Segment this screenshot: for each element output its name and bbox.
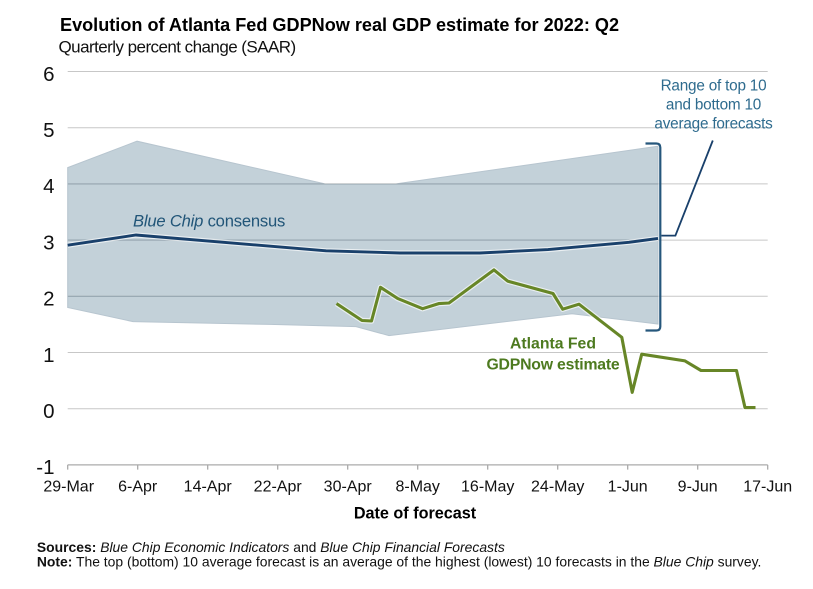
svg-text:2: 2 <box>43 288 54 311</box>
svg-text:1-Jun: 1-Jun <box>608 478 648 495</box>
svg-text:6: 6 <box>43 63 54 86</box>
svg-text:6-Apr: 6-Apr <box>118 478 158 495</box>
svg-text:Range of top 10: Range of top 10 <box>661 78 767 95</box>
svg-text:4: 4 <box>43 175 54 198</box>
svg-text:29-Mar: 29-Mar <box>43 478 94 495</box>
svg-text:9-Jun: 9-Jun <box>678 478 718 495</box>
svg-text:14-Apr: 14-Apr <box>184 478 233 495</box>
svg-text:Atlanta Fed: Atlanta Fed <box>510 336 596 353</box>
svg-text:Blue Chip consensus: Blue Chip consensus <box>133 212 285 231</box>
svg-text:GDPNow estimate: GDPNow estimate <box>486 357 619 374</box>
svg-text:-1: -1 <box>36 456 54 479</box>
svg-text:24-May: 24-May <box>531 478 584 495</box>
svg-text:22-Apr: 22-Apr <box>254 478 303 495</box>
svg-text:Date of forecast: Date of forecast <box>354 504 477 522</box>
svg-text:17-Jun: 17-Jun <box>743 478 792 495</box>
svg-text:average forecasts: average forecasts <box>654 116 773 133</box>
svg-text:Evolution of Atlanta Fed GDPNo: Evolution of Atlanta Fed GDPNow real GDP… <box>60 15 619 35</box>
svg-text:5: 5 <box>43 119 54 142</box>
svg-text:0: 0 <box>43 400 54 423</box>
svg-text:30-Apr: 30-Apr <box>324 478 373 495</box>
svg-text:1: 1 <box>43 344 54 367</box>
svg-text:and bottom 10: and bottom 10 <box>666 97 761 114</box>
svg-text:Note: The top (bottom) 10 aver: Note: The top (bottom) 10 average foreca… <box>37 554 762 570</box>
svg-text:3: 3 <box>43 231 54 254</box>
svg-text:Quarterly percent change (SAAR: Quarterly percent change (SAAR) <box>59 37 296 56</box>
svg-text:8-May: 8-May <box>395 478 439 495</box>
svg-text:16-May: 16-May <box>461 478 514 495</box>
svg-text:Sources: Blue Chip Economic In: Sources: Blue Chip Economic Indicators a… <box>37 539 505 555</box>
